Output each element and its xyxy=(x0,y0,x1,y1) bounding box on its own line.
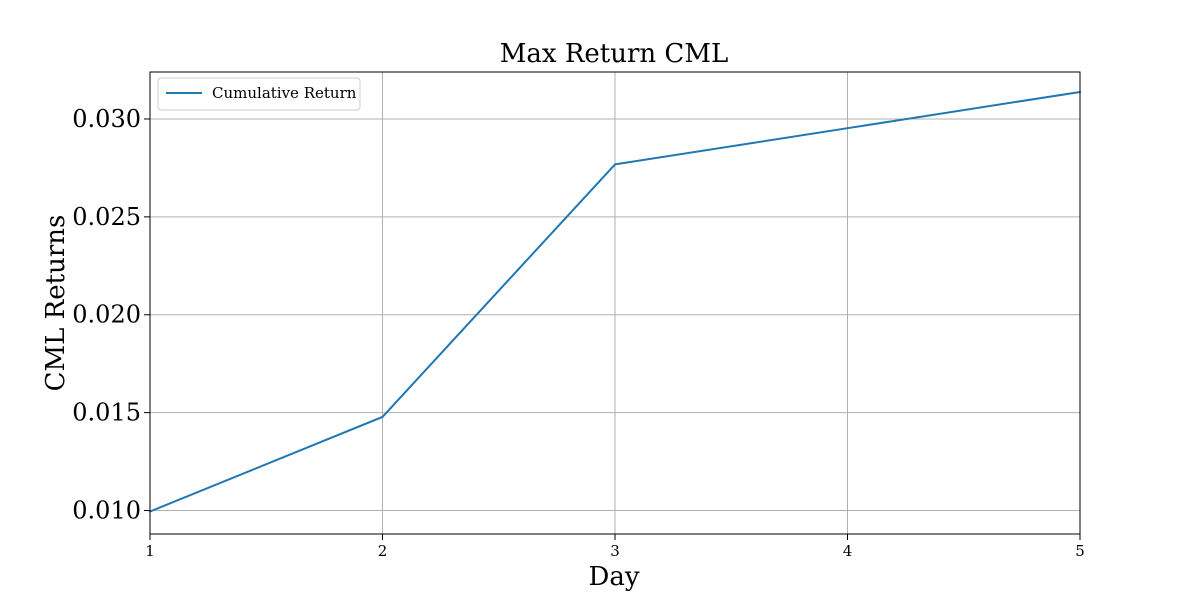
x-tick-label: 3 xyxy=(610,542,620,560)
y-tick-label: 0.015 xyxy=(72,399,141,427)
x-tick-label: 1 xyxy=(145,542,155,560)
legend: Cumulative Return xyxy=(157,77,361,111)
x-tick-label: 2 xyxy=(378,542,388,560)
data-point xyxy=(614,163,616,166)
y-tick-label: 0.010 xyxy=(72,497,141,525)
x-axis-label: Day xyxy=(588,562,639,592)
x-tick-label: 5 xyxy=(1075,542,1085,560)
y-tick-label: 0.020 xyxy=(72,301,141,329)
x-tick-label: 4 xyxy=(843,542,853,560)
y-axis-label: CML Returns xyxy=(41,215,71,392)
chart-title: Max Return CML xyxy=(500,39,728,69)
legend-entry-label: Cumulative Return xyxy=(212,84,357,102)
x-grid-lines xyxy=(149,72,1081,534)
data-point xyxy=(846,127,849,130)
y-tick-label: 0.025 xyxy=(72,203,141,231)
legend-box xyxy=(157,77,361,111)
data-point xyxy=(381,415,384,418)
y-tick-label: 0.030 xyxy=(72,105,141,133)
y-axis-ticks: 0.010 0.015 0.020 0.025 0.030 xyxy=(72,105,150,525)
y-grid-lines xyxy=(150,118,1080,512)
x-axis-ticks: 1 2 3 4 5 xyxy=(145,534,1085,560)
